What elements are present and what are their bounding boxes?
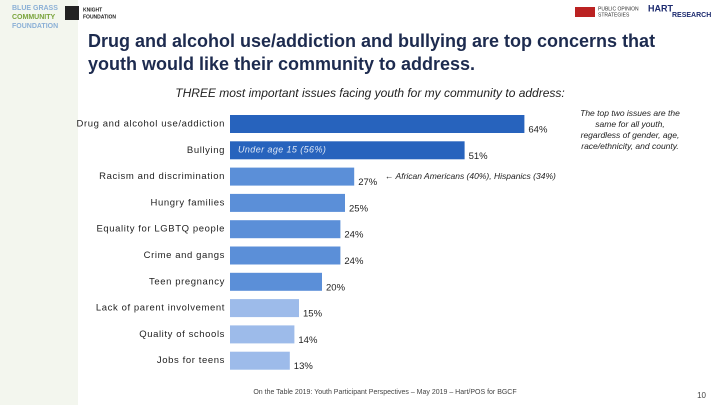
bar xyxy=(230,272,322,291)
knight-icon xyxy=(65,6,79,20)
left-band xyxy=(0,0,78,405)
value-label: 51% xyxy=(469,151,489,162)
category-label: Racism and discrimination xyxy=(99,171,225,182)
bar xyxy=(230,141,465,160)
category-label: Bullying xyxy=(187,145,225,156)
logo-text: HART xyxy=(648,3,673,13)
logo-text: PUBLIC OPINION xyxy=(598,6,639,12)
bar xyxy=(230,325,295,344)
value-label: 27% xyxy=(358,177,378,188)
category-label: Quality of schools xyxy=(139,329,225,340)
bar xyxy=(230,299,299,318)
logo-text: FOUNDATION xyxy=(83,14,116,20)
bar xyxy=(230,193,345,212)
logo-text: KNIGHT xyxy=(83,7,102,13)
logo-text: FOUNDATION xyxy=(12,23,58,30)
category-label: Drug and alcohol use/addiction xyxy=(77,119,225,130)
value-label: 20% xyxy=(326,282,346,293)
bar xyxy=(230,167,355,186)
value-label: 25% xyxy=(349,203,369,214)
slide-title: Drug and alcohol use/addiction and bully… xyxy=(88,31,656,74)
category-label: Teen pregnancy xyxy=(149,276,225,287)
bar xyxy=(230,351,290,370)
annotation: Under age 15 (56%) xyxy=(238,145,326,155)
pos-icon xyxy=(575,7,595,17)
value-label: 15% xyxy=(303,309,323,320)
page-number: 10 xyxy=(697,391,706,400)
value-label: 24% xyxy=(344,230,364,241)
category-label: Equality for LGBTQ people xyxy=(96,224,225,235)
category-label: Jobs for teens xyxy=(157,355,225,366)
side-note: The top two issues are the same for all … xyxy=(580,108,680,151)
chart-subtitle: THREE most important issues facing youth… xyxy=(175,86,564,100)
logo-text: RESEARCH xyxy=(672,12,711,19)
logo-text: STRATEGIES xyxy=(598,12,630,18)
footer: On the Table 2019: Youth Participant Per… xyxy=(253,389,516,396)
category-label: Crime and gangs xyxy=(144,250,225,261)
bar xyxy=(230,115,525,133)
logo-text: COMMUNITY xyxy=(12,14,55,21)
bar xyxy=(230,246,341,265)
value-label: 13% xyxy=(294,361,314,372)
category-label: Hungry families xyxy=(151,197,225,208)
value-label: 14% xyxy=(298,335,318,346)
bar xyxy=(230,220,341,239)
value-label: 64% xyxy=(528,125,548,136)
category-label: Lack of parent involvement xyxy=(96,303,225,314)
logo-text: BLUE GRASS xyxy=(12,5,58,12)
annotation: ← African Americans (40%), Hispanics (34… xyxy=(385,171,556,181)
value-label: 24% xyxy=(344,256,364,267)
